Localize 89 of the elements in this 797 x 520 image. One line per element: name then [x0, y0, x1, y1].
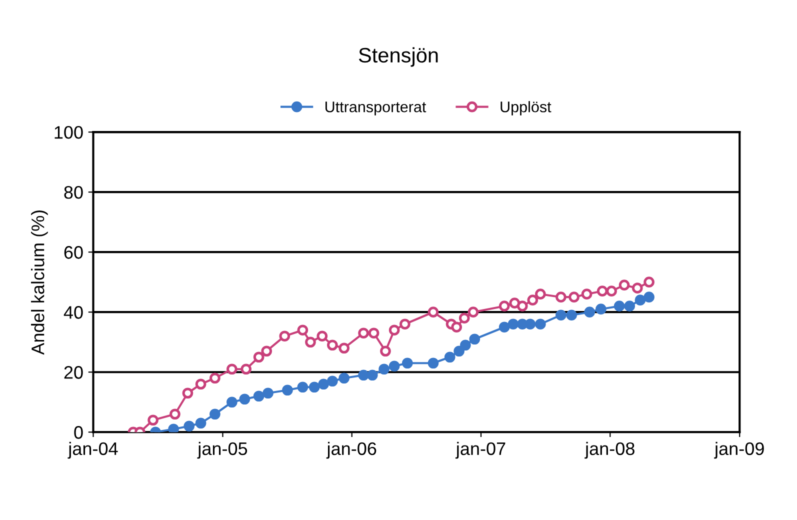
point: [182, 388, 194, 399]
point: [388, 360, 400, 372]
point: [148, 414, 158, 426]
point: [428, 358, 439, 369]
point: [297, 382, 308, 393]
point: [624, 300, 636, 312]
point: [239, 394, 250, 405]
x-tick-label: jan-04: [68, 442, 118, 459]
point: [584, 306, 596, 318]
y-tick-label: 100: [54, 126, 83, 139]
point: [509, 298, 520, 309]
point: [596, 304, 606, 315]
y-tick-label: 60: [64, 246, 83, 259]
point: [262, 388, 274, 399]
point: [358, 370, 369, 381]
point: [226, 396, 238, 408]
point: [279, 330, 290, 342]
point: [402, 358, 413, 369]
x-tick-label: jan-06: [326, 442, 376, 459]
point: [644, 276, 654, 288]
point: [253, 390, 264, 402]
chart-title: Stensjön: [358, 47, 438, 67]
point: [644, 292, 654, 303]
point: [428, 306, 439, 318]
point: [368, 328, 380, 339]
point: [326, 376, 338, 387]
point: [614, 300, 625, 312]
point: [508, 318, 519, 330]
point: [261, 346, 272, 357]
y-tick-label: 40: [64, 306, 83, 319]
point: [451, 322, 462, 333]
point: [498, 300, 510, 312]
x-tick-label: jan-08: [584, 442, 634, 459]
point: [535, 318, 546, 330]
point: [210, 408, 220, 420]
point: [282, 384, 293, 396]
y-axis-title: Andel kalcium (%): [31, 210, 48, 355]
x-tick-label: jan-09: [714, 442, 764, 459]
x-tick-label: jan-07: [455, 442, 506, 459]
point: [556, 292, 566, 303]
y-tick-label: 0: [74, 426, 83, 439]
point: [460, 340, 471, 351]
y-tick-label: 80: [64, 186, 83, 199]
point: [297, 324, 308, 336]
point: [168, 424, 179, 432]
point: [240, 364, 252, 375]
point: [568, 292, 580, 303]
point: [184, 420, 195, 432]
point: [527, 294, 538, 306]
point: [305, 336, 316, 348]
legend-label: Uttransporterat: [325, 102, 426, 116]
point: [468, 306, 479, 318]
point: [566, 310, 577, 321]
point: [195, 418, 206, 429]
point: [516, 300, 528, 312]
point: [524, 318, 536, 330]
point: [380, 346, 391, 357]
point: [308, 382, 320, 393]
point: [634, 294, 646, 306]
x-tick-label: jan-05: [197, 442, 248, 459]
point: [388, 324, 400, 336]
legend-label: Upplöst: [500, 101, 552, 116]
point: [195, 378, 206, 390]
point: [226, 364, 238, 375]
point: [454, 346, 464, 357]
point: [316, 330, 328, 342]
point: [606, 286, 617, 297]
point: [338, 372, 350, 384]
point: [556, 310, 566, 321]
point: [444, 352, 456, 363]
point: [535, 288, 546, 300]
y-tick-label: 20: [64, 366, 83, 379]
point: [469, 334, 480, 345]
point: [318, 378, 329, 390]
point: [400, 318, 410, 330]
point: [210, 372, 220, 384]
point: [253, 352, 264, 363]
point: [632, 282, 643, 294]
point: [326, 340, 338, 351]
point: [170, 408, 180, 420]
point: [358, 328, 369, 339]
point: [581, 288, 592, 300]
point: [498, 322, 510, 333]
point: [378, 364, 390, 375]
point: [458, 312, 470, 324]
point: [366, 370, 378, 381]
point: [618, 280, 630, 291]
point: [338, 342, 350, 354]
point: [596, 286, 608, 297]
